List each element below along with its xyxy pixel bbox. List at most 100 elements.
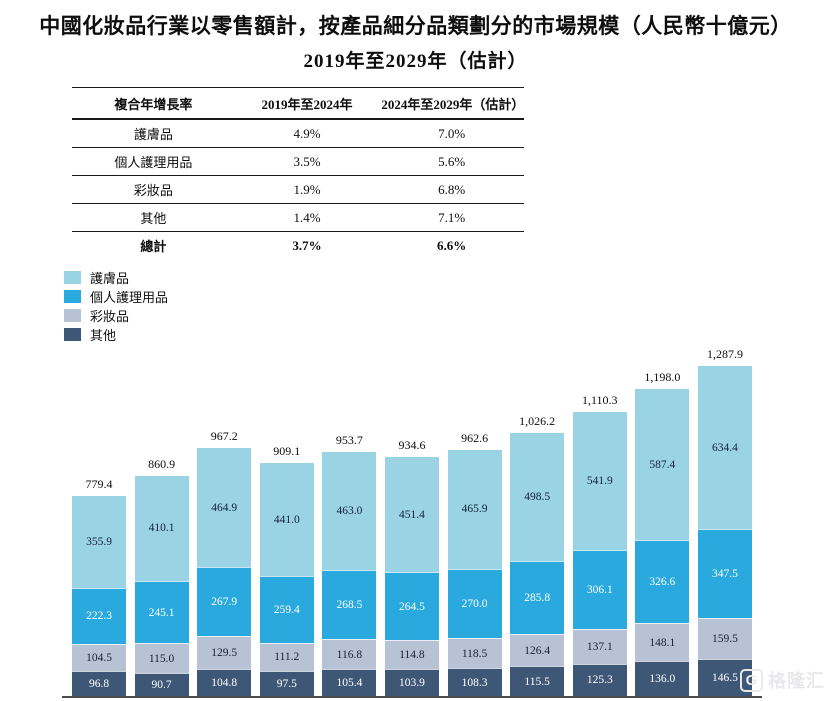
legend-label: 彩妝品 (90, 309, 130, 324)
segment-value-label: 115.5 (524, 675, 550, 688)
watermark-text: 格隆汇 (768, 671, 825, 691)
legend-item: 個人護理用品 (64, 287, 831, 306)
bar-total-label: 1,198.0 (644, 370, 681, 385)
bar-segment-其他: 90.7 (134, 672, 189, 696)
bar-segment-護膚品: 465.9 (447, 449, 502, 569)
bar-stack: 587.4 326.6 148.1 136.0 (635, 389, 690, 696)
segment-value-label: 270.0 (461, 597, 488, 610)
bar-segment-個人護理用品: 347.5 (697, 528, 752, 618)
bar-total-label: 1,287.9 (706, 347, 743, 362)
segment-value-label: 326.6 (649, 576, 676, 589)
row-cagr-2024-2029: 7.1% (379, 203, 524, 232)
segment-value-label: 148.1 (649, 636, 676, 649)
bar-stack: 355.9 222.3 104.5 96.8 (72, 496, 126, 696)
bar-segment-個人護理用品: 264.5 (384, 572, 439, 641)
chart-title: 中國化妝品行業以零售額計，按產品細分品類劃分的市場規模（人民幣十億元） (39, 14, 792, 38)
bars-plot-area: 779.4 355.9 222.3 104.5 96.8 860.9 410.1 245.1 1… (62, 346, 762, 698)
segment-value-label: 464.9 (211, 501, 238, 514)
segment-value-label: 97.5 (276, 678, 297, 690)
row-cagr-2019-2024: 4.9% (234, 119, 380, 148)
row-cagr-2024-2029: 6.6% (437, 237, 467, 253)
bar-total-label: 909.1 (273, 444, 301, 459)
segment-value-label: 137.1 (586, 640, 613, 653)
segment-value-label: 114.8 (399, 649, 425, 662)
bar-segment-彩妝品: 137.1 (572, 628, 627, 664)
bar-stack: 541.9 306.1 137.1 125.3 (572, 411, 627, 696)
segment-value-label: 105.4 (336, 677, 363, 689)
row-cagr-2019-2024: 3.5% (234, 147, 380, 176)
bar-segment-個人護理用品: 326.6 (635, 539, 690, 624)
row-category: 護膚品 (72, 119, 235, 148)
bar-total-label: 1,110.3 (581, 392, 618, 407)
bar-column: 1,198.0 587.4 326.6 148.1 136.0 (635, 370, 690, 696)
table-row: 護膚品 4.9% 7.0% (72, 119, 524, 148)
table-row: 個人護理用品 3.5% 5.6% (72, 147, 524, 176)
row-cagr-2024-2029: 5.6% (379, 147, 524, 176)
bar-column: 934.6 451.4 264.5 114.8 103.9 (384, 437, 439, 696)
bar-segment-其他: 115.5 (510, 666, 565, 696)
bar-segment-護膚品: 355.9 (72, 496, 126, 588)
bar-segment-個人護理用品: 267.9 (197, 567, 252, 637)
segment-value-label: 108.3 (461, 676, 488, 689)
bar-total-label: 1,026.2 (519, 414, 556, 429)
cagr-table-header: 複合年增長率 2019年至2024年 2024年至2029年（估計） (72, 87, 524, 120)
segment-value-label: 410.1 (148, 522, 175, 535)
bar-column: 860.9 410.1 245.1 115.0 90.7 (134, 457, 189, 696)
bar-stack: 464.9 267.9 129.5 104.8 (197, 448, 252, 696)
bar-segment-其他: 103.9 (384, 669, 439, 696)
segment-value-label: 264.5 (399, 600, 425, 613)
bar-segment-個人護理用品: 259.4 (259, 576, 314, 643)
chart-subtitle: 2019年至2029年（估計） (303, 51, 528, 72)
bar-segment-彩妝品: 116.8 (322, 639, 377, 669)
bar-segment-其他: 104.8 (197, 669, 252, 696)
bar-stack: 410.1 245.1 115.0 90.7 (134, 475, 189, 696)
segment-value-label: 498.5 (524, 491, 551, 504)
header-cell-2024-2029: 2024年至2029年（估計） (379, 87, 524, 120)
bar-column: 909.1 441.0 259.4 111.2 97.5 (259, 444, 314, 696)
segment-value-label: 125.3 (586, 674, 613, 687)
bar-column: 1,026.2 498.5 285.8 126.4 115.5 (510, 414, 565, 696)
segment-value-label: 136.0 (649, 673, 676, 686)
segment-value-label: 541.9 (586, 475, 613, 488)
legend-swatch-icon (64, 309, 81, 322)
legend-swatch-icon (64, 290, 81, 303)
bar-segment-其他: 125.3 (572, 663, 627, 696)
segment-value-label: 259.4 (273, 603, 300, 616)
row-category: 總計 (140, 239, 167, 254)
bar-total-label: 934.6 (398, 437, 426, 452)
cagr-table-body: 護膚品 4.9% 7.0% 個人護理用品 3.5% 5.6% 彩妝品 1.9% 6.8% 其他 1.… (72, 119, 524, 259)
segment-value-label: 146.5 (712, 671, 738, 684)
row-cagr-2019-2024: 3.7% (292, 237, 322, 253)
header-cell-category: 複合年增長率 (72, 87, 235, 120)
bar-segment-護膚品: 464.9 (197, 448, 252, 568)
bar-segment-彩妝品: 114.8 (384, 640, 439, 670)
legend-item: 其他 (64, 325, 831, 344)
bar-segment-護膚品: 441.0 (259, 463, 314, 577)
table-row: 其他 1.4% 7.1% (72, 203, 524, 232)
bar-stack: 451.4 264.5 114.8 103.9 (384, 456, 439, 696)
segment-value-label: 285.8 (524, 591, 551, 604)
bar-segment-個人護理用品: 268.5 (322, 570, 377, 640)
segment-value-label: 587.4 (649, 458, 676, 471)
bar-column: 967.2 464.9 267.9 129.5 104.8 (197, 429, 252, 696)
legend-item: 護膚品 (64, 268, 831, 287)
legend-label: 護膚品 (90, 271, 130, 286)
row-category: 彩妝品 (72, 175, 235, 204)
cagr-table: 複合年增長率 2019年至2024年 2024年至2029年（估計） 護膚品 4.… (72, 87, 524, 259)
stacked-bar-chart: 779.4 355.9 222.3 104.5 96.8 860.9 410.1 245.1 1… (62, 346, 762, 701)
segment-value-label: 222.3 (86, 610, 112, 623)
bar-column: 1,110.3 541.9 306.1 137.1 125.3 (572, 392, 627, 696)
bar-segment-彩妝品: 159.5 (697, 617, 752, 659)
segment-value-label: 268.5 (336, 599, 363, 612)
row-cagr-2019-2024: 1.4% (234, 203, 380, 232)
row-cagr-2024-2029: 6.8% (379, 175, 524, 204)
segment-value-label: 267.9 (211, 596, 238, 609)
bar-column: 779.4 355.9 222.3 104.5 96.8 (72, 477, 126, 696)
bar-segment-護膚品: 451.4 (384, 456, 439, 573)
segment-value-label: 104.5 (86, 652, 112, 665)
chart-legend: 護膚品 個人護理用品彩妝品 其他 (64, 268, 831, 344)
bar-segment-個人護理用品: 245.1 (134, 580, 189, 644)
legend-swatch-icon (64, 328, 81, 341)
bar-segment-彩妝品: 129.5 (197, 636, 252, 670)
